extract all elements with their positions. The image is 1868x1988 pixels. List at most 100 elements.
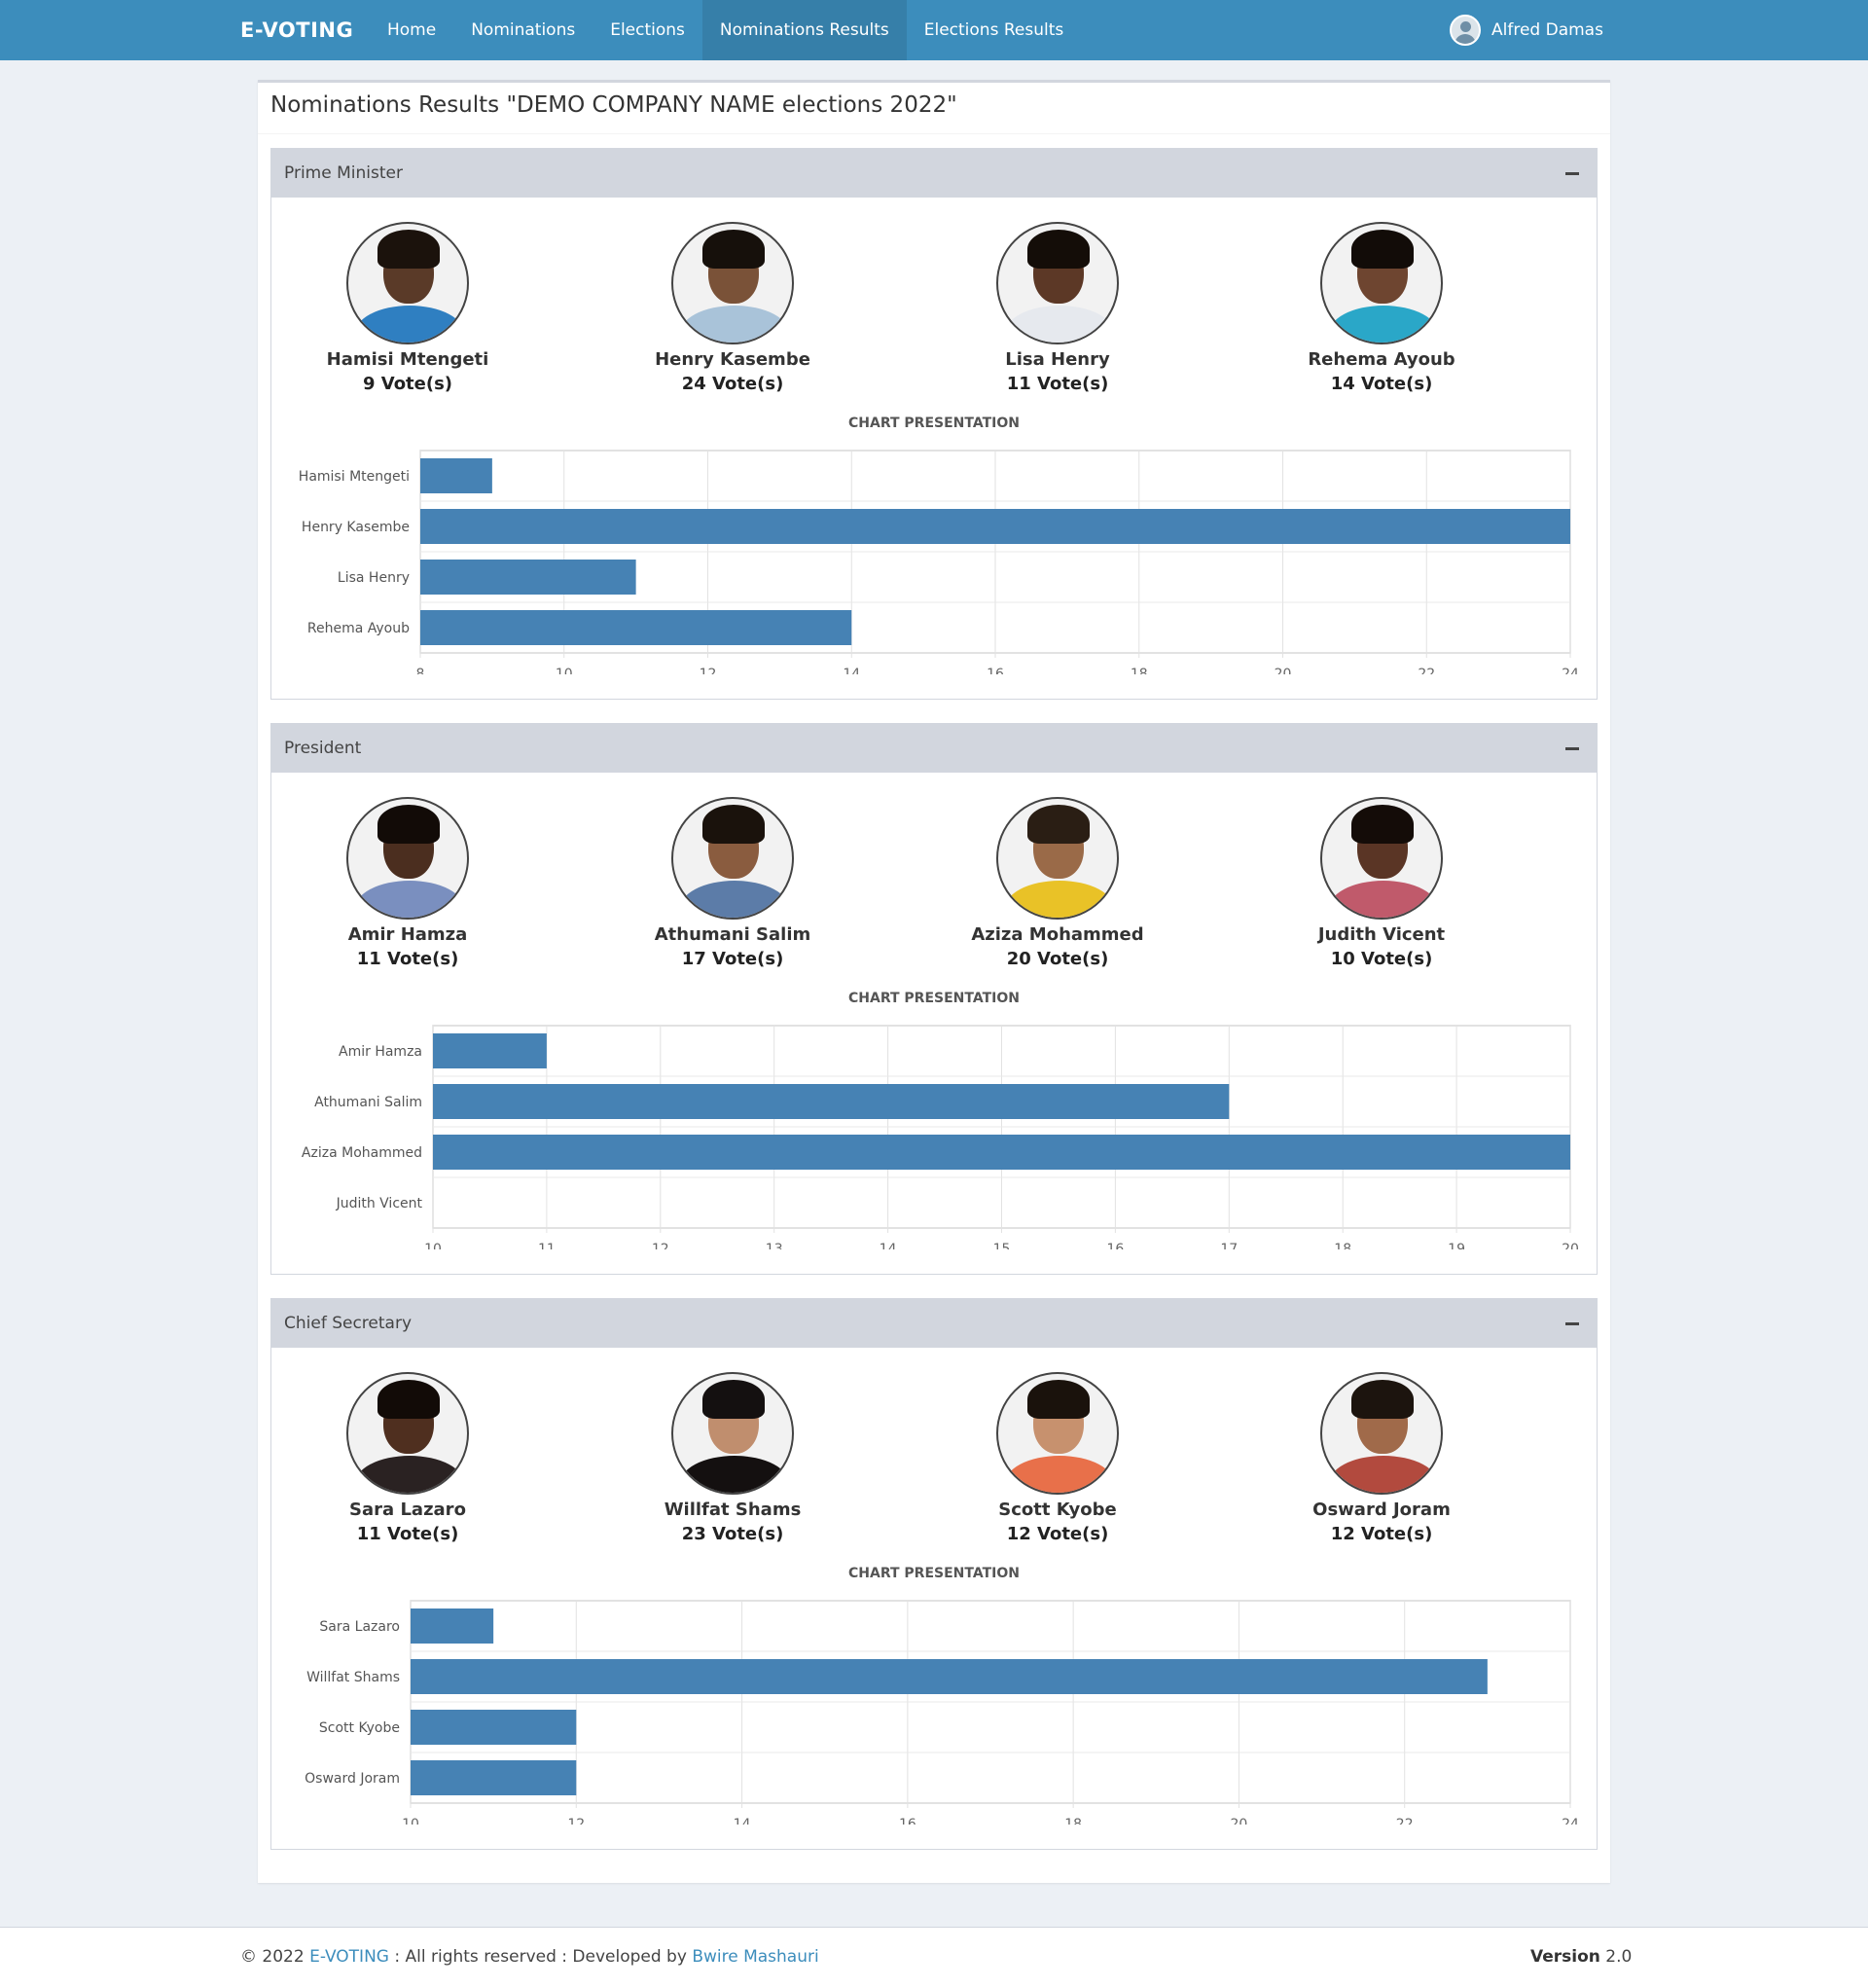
candidate-name: Willfat Shams bbox=[664, 1500, 802, 1520]
user-avatar-icon bbox=[1450, 15, 1481, 46]
x-tick-label: 16 bbox=[899, 1817, 916, 1825]
candidate-card: Hamisi Mtengeti 9 Vote(s) bbox=[291, 222, 524, 396]
collapse-icon[interactable] bbox=[1565, 164, 1579, 182]
candidate-photo bbox=[671, 222, 794, 344]
y-category-label: Rehema Ayoub bbox=[307, 621, 410, 636]
candidate-name: Athumani Salim bbox=[654, 924, 811, 945]
x-tick-label: 20 bbox=[1562, 1242, 1579, 1249]
x-tick-label: 18 bbox=[1064, 1817, 1082, 1825]
collapse-icon[interactable] bbox=[1565, 1315, 1579, 1332]
collapse-icon[interactable] bbox=[1565, 740, 1579, 757]
bar bbox=[433, 1135, 1570, 1170]
bar bbox=[433, 1033, 547, 1068]
candidate-card: Rehema Ayoub 14 Vote(s) bbox=[1265, 222, 1498, 396]
x-tick-label: 16 bbox=[987, 667, 1004, 674]
x-tick-label: 14 bbox=[734, 1817, 751, 1825]
candidate-photo bbox=[996, 1372, 1119, 1495]
page-footer: © 2022 E-VOTING : All rights reserved : … bbox=[0, 1927, 1868, 1988]
copyright-text: © 2022 bbox=[240, 1947, 305, 1967]
section-chief-secretary: Chief Secretary Sara Lazaro 11 Vote(s) W… bbox=[270, 1298, 1598, 1850]
candidate-votes: 24 Vote(s) bbox=[681, 374, 784, 394]
candidate-name: Sara Lazaro bbox=[349, 1500, 466, 1520]
candidate-name: Hamisi Mtengeti bbox=[326, 349, 489, 370]
nav-item-nominations-results[interactable]: Nominations Results bbox=[701, 0, 907, 60]
footer-brand-link[interactable]: E-VOTING bbox=[309, 1947, 389, 1967]
page-title: Nominations Results "DEMO COMPANY NAME e… bbox=[270, 92, 957, 118]
candidate-votes: 23 Vote(s) bbox=[681, 1524, 784, 1544]
candidate-votes: 20 Vote(s) bbox=[1006, 949, 1109, 969]
nav-menu: Home Nominations Elections Nominations R… bbox=[370, 0, 1081, 60]
y-category-label: Sara Lazaro bbox=[319, 1619, 400, 1635]
candidate-card: Willfat Shams 23 Vote(s) bbox=[616, 1372, 849, 1546]
version-label: Version bbox=[1530, 1947, 1600, 1967]
candidate-votes: 12 Vote(s) bbox=[1330, 1524, 1433, 1544]
bar bbox=[420, 509, 1570, 544]
user-name: Alfred Damas bbox=[1491, 20, 1603, 40]
candidate-photo bbox=[346, 222, 469, 344]
candidate-name: Scott Kyobe bbox=[998, 1500, 1117, 1520]
bar bbox=[411, 1608, 494, 1644]
candidate-card: Amir Hamza 11 Vote(s) bbox=[291, 797, 524, 971]
candidate-card: Scott Kyobe 12 Vote(s) bbox=[941, 1372, 1174, 1546]
x-tick-label: 12 bbox=[567, 1817, 585, 1825]
candidate-card: Athumani Salim 17 Vote(s) bbox=[616, 797, 849, 971]
bar bbox=[411, 1710, 577, 1745]
candidate-photo bbox=[346, 797, 469, 920]
section-header: President bbox=[271, 724, 1597, 773]
candidate-votes: 11 Vote(s) bbox=[1006, 374, 1109, 394]
candidate-votes: 11 Vote(s) bbox=[356, 1524, 459, 1544]
bar bbox=[420, 560, 636, 595]
footer-copyright: © 2022 E-VOTING : All rights reserved : … bbox=[240, 1947, 819, 1967]
x-tick-label: 22 bbox=[1418, 667, 1435, 674]
candidate-votes: 14 Vote(s) bbox=[1330, 374, 1433, 394]
nav-item-home[interactable]: Home bbox=[387, 20, 437, 40]
developer-link[interactable]: Bwire Mashauri bbox=[692, 1947, 819, 1967]
x-tick-label: 8 bbox=[416, 667, 425, 674]
candidate-name: Rehema Ayoub bbox=[1308, 349, 1455, 370]
nav-item-nominations[interactable]: Nominations bbox=[471, 20, 576, 40]
brand-logo[interactable]: E-VOTING bbox=[240, 18, 354, 42]
y-category-label: Scott Kyobe bbox=[319, 1720, 400, 1736]
x-tick-label: 12 bbox=[700, 667, 717, 674]
section-title: Prime Minister bbox=[284, 163, 403, 183]
x-tick-label: 14 bbox=[843, 667, 860, 674]
x-tick-label: 10 bbox=[402, 1817, 419, 1825]
user-menu[interactable]: Alfred Damas bbox=[1450, 0, 1603, 60]
x-tick-label: 13 bbox=[766, 1242, 783, 1249]
x-tick-label: 12 bbox=[652, 1242, 669, 1249]
section-header: Prime Minister bbox=[271, 149, 1597, 198]
results-box: Nominations Results "DEMO COMPANY NAME e… bbox=[258, 80, 1610, 1883]
candidate-card: Lisa Henry 11 Vote(s) bbox=[941, 222, 1174, 396]
candidate-card: Judith Vicent 10 Vote(s) bbox=[1265, 797, 1498, 971]
x-tick-label: 10 bbox=[556, 667, 573, 674]
candidate-photo bbox=[1320, 1372, 1443, 1495]
bar bbox=[420, 458, 492, 493]
x-tick-label: 15 bbox=[993, 1242, 1011, 1249]
x-tick-label: 18 bbox=[1131, 667, 1148, 674]
candidate-name: Osward Joram bbox=[1312, 1500, 1451, 1520]
nav-item-elections[interactable]: Elections bbox=[610, 20, 685, 40]
candidate-name: Judith Vicent bbox=[1317, 924, 1446, 945]
bar bbox=[420, 610, 852, 645]
x-tick-label: 11 bbox=[538, 1242, 556, 1249]
candidate-photo bbox=[996, 222, 1119, 344]
candidate-photo bbox=[996, 797, 1119, 920]
x-tick-label: 24 bbox=[1562, 667, 1579, 674]
chart-title: CHART PRESENTATION bbox=[848, 416, 1020, 431]
candidate-photo bbox=[671, 797, 794, 920]
x-tick-label: 20 bbox=[1231, 1817, 1248, 1825]
candidate-photo bbox=[1320, 797, 1443, 920]
bar bbox=[411, 1760, 577, 1795]
nav-item-elections-results[interactable]: Elections Results bbox=[923, 20, 1064, 40]
candidate-votes: 9 Vote(s) bbox=[362, 374, 453, 394]
y-category-label: Osward Joram bbox=[305, 1771, 400, 1787]
version-value: 2.0 bbox=[1605, 1947, 1633, 1967]
candidate-card: Aziza Mohammed 20 Vote(s) bbox=[941, 797, 1174, 971]
candidate-name: Aziza Mohammed bbox=[971, 924, 1144, 945]
candidate-photo bbox=[671, 1372, 794, 1495]
candidate-votes: 12 Vote(s) bbox=[1006, 1524, 1109, 1544]
x-tick-label: 22 bbox=[1396, 1817, 1414, 1825]
candidate-name: Henry Kasembe bbox=[655, 349, 810, 370]
candidate-votes: 17 Vote(s) bbox=[681, 949, 784, 969]
y-category-label: Amir Hamza bbox=[339, 1044, 422, 1060]
